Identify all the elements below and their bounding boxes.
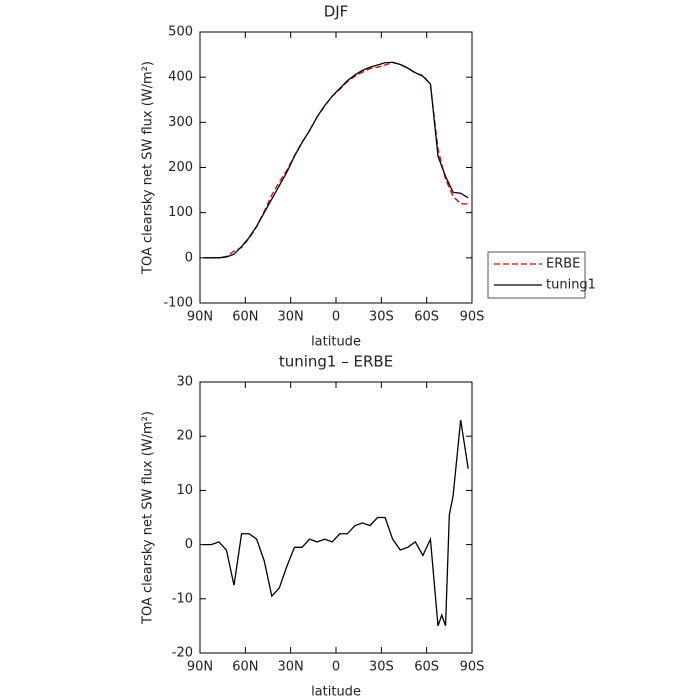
- x-tick-label: 30S: [369, 660, 394, 675]
- x-tick-label: 0: [332, 660, 340, 675]
- x-tick-label: 60S: [414, 660, 439, 675]
- x-tick-label: 30N: [278, 660, 304, 675]
- x-tick-label: 90N: [187, 310, 213, 325]
- y-tick-label: -100: [163, 296, 193, 311]
- x-tick-label: 60S: [414, 310, 439, 325]
- y-tick-label: -20: [172, 646, 193, 661]
- y-tick-label: -10: [172, 591, 193, 606]
- y-tick-label: 200: [168, 160, 193, 175]
- x-tick-label: 30N: [278, 310, 304, 325]
- x-tick-label: 90N: [187, 660, 213, 675]
- chart-title: tuning1 – ERBE: [279, 353, 393, 371]
- x-axis-label: latitude: [311, 335, 361, 350]
- y-tick-label: 300: [168, 115, 193, 130]
- x-axis-label: latitude: [311, 685, 361, 700]
- x-tick-label: 60N: [232, 310, 258, 325]
- legend-label: tuning1: [546, 278, 596, 293]
- y-tick-label: 400: [168, 70, 193, 85]
- y-tick-label: 30: [176, 375, 193, 390]
- x-tick-label: 0: [332, 310, 340, 325]
- y-tick-label: 500: [168, 25, 193, 40]
- legend-label: ERBE: [546, 257, 580, 272]
- data-line: [203, 419, 469, 627]
- chart-title: DJF: [324, 3, 349, 21]
- y-tick-label: 100: [168, 205, 193, 220]
- x-tick-label: 90S: [460, 660, 485, 675]
- legend-box: [487, 251, 586, 299]
- plot-frame: [199, 31, 473, 304]
- y-tick-label: 0: [185, 250, 193, 265]
- y-tick-label: 20: [176, 429, 193, 444]
- x-tick-label: 60N: [232, 660, 258, 675]
- x-tick-label: 30S: [369, 310, 394, 325]
- data-line: [203, 61, 469, 259]
- y-tick-label: 0: [185, 537, 193, 552]
- y-tick-label: 10: [176, 483, 193, 498]
- x-tick-label: 90S: [460, 310, 485, 325]
- plot-frame: [199, 381, 473, 654]
- y-axis-label: TOA clearsky net SW flux (W/m²): [141, 61, 156, 275]
- y-axis-label: TOA clearsky net SW flux (W/m²): [141, 411, 156, 625]
